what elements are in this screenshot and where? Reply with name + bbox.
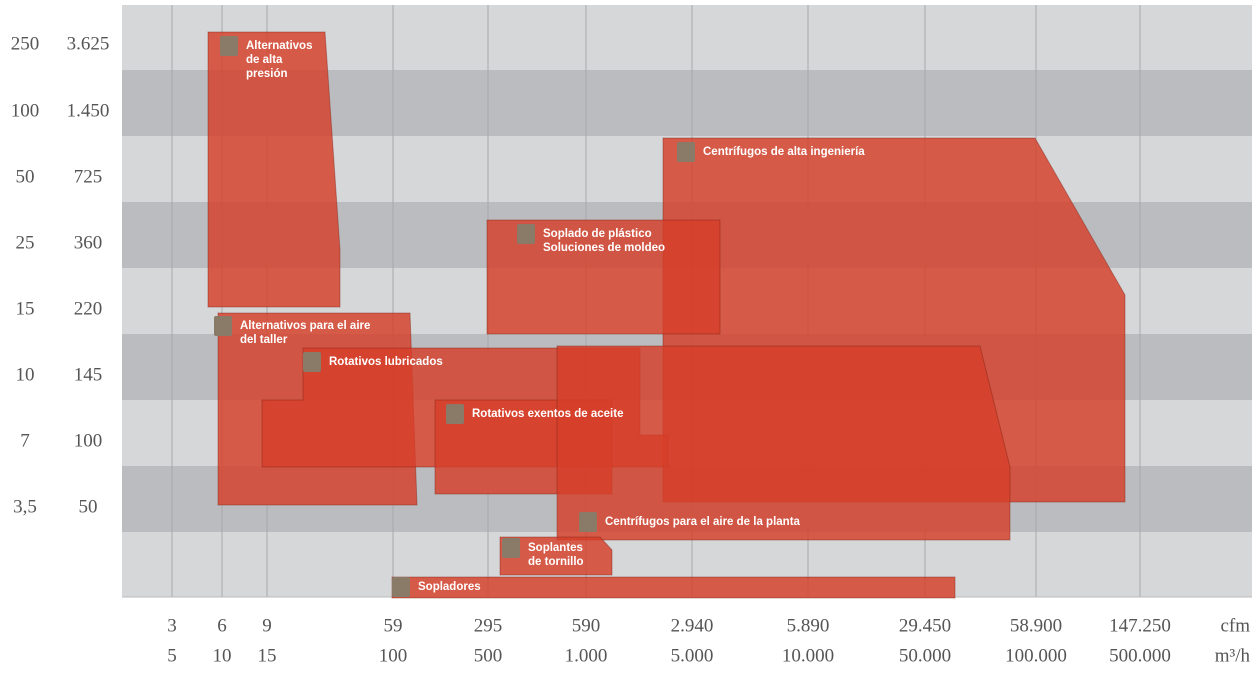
x-label: 2.940 xyxy=(671,615,714,636)
x-label: 100.000 xyxy=(1005,645,1067,666)
y-label: 10 xyxy=(16,364,35,385)
x-label: 5 xyxy=(167,645,177,666)
x-label: 147.250 xyxy=(1109,615,1171,636)
region-label: Alternativos xyxy=(246,40,312,52)
y-label: 3.625 xyxy=(67,33,110,54)
y-label: 15 xyxy=(16,298,35,319)
x-label: 59 xyxy=(384,615,403,636)
region-label: Centrífugos de alta ingeniería xyxy=(703,146,865,158)
x-label: 500 xyxy=(474,645,503,666)
region-label: Alternativos para el aire xyxy=(240,320,370,332)
region-icon xyxy=(502,538,520,558)
region-label: presión xyxy=(246,68,288,80)
x-label: 500.000 xyxy=(1109,645,1171,666)
region-icon xyxy=(220,36,238,56)
region-label: de alta xyxy=(246,54,283,66)
y-label: 3,5 xyxy=(13,496,37,517)
region-icon xyxy=(392,577,410,597)
y-label: 725 xyxy=(74,166,103,187)
y-label: 50 xyxy=(16,166,35,187)
y-label: 100 xyxy=(74,430,103,451)
x-label: 1.000 xyxy=(565,645,608,666)
x-unit: cfm xyxy=(1220,615,1250,636)
region-label: del taller xyxy=(240,334,288,346)
y-label: 100 xyxy=(11,100,40,121)
x-unit: m³/h xyxy=(1215,645,1251,666)
x-label: 3 xyxy=(167,615,177,636)
y-label: 1.450 xyxy=(67,100,110,121)
x-label: 5.000 xyxy=(671,645,714,666)
region-icon xyxy=(446,404,464,424)
region-label: Rotativos exentos de aceite xyxy=(472,408,623,420)
x-label: 10 xyxy=(213,645,232,666)
x-label: 5.890 xyxy=(787,615,830,636)
y-label: 220 xyxy=(74,298,103,319)
y-label: 145 xyxy=(74,364,103,385)
region xyxy=(486,219,721,335)
region xyxy=(499,536,613,576)
x-label: 590 xyxy=(572,615,601,636)
region-icon xyxy=(517,224,535,244)
x-label: 100 xyxy=(379,645,408,666)
x-label: 6 xyxy=(217,615,227,636)
x-label: 9 xyxy=(262,615,272,636)
region-label: de tornillo xyxy=(528,556,584,568)
region-label: Soplado de plástico xyxy=(543,228,652,240)
x-label: 10.000 xyxy=(782,645,834,666)
region-icon xyxy=(214,316,232,336)
region-icon xyxy=(303,352,321,372)
y-label: 7 xyxy=(20,430,30,451)
x-label: 29.450 xyxy=(899,615,951,636)
region xyxy=(556,345,1011,541)
x-label: 15 xyxy=(258,645,277,666)
x-label: 58.900 xyxy=(1010,615,1062,636)
region-label: Sopladores xyxy=(418,581,481,593)
y-label: 250 xyxy=(11,33,40,54)
region xyxy=(207,31,341,308)
region-label: Rotativos lubricados xyxy=(329,356,443,368)
region-label: Soluciones de moldeo xyxy=(543,242,665,254)
region-icon xyxy=(579,512,597,532)
x-label: 295 xyxy=(474,615,503,636)
region-icon xyxy=(677,142,695,162)
region-label: Centrífugos para el aire de la planta xyxy=(605,516,801,528)
x-label: 50.000 xyxy=(899,645,951,666)
y-label: 360 xyxy=(74,232,103,253)
region-label: Soplantes xyxy=(528,542,583,554)
y-label: 25 xyxy=(16,232,35,253)
y-label: 50 xyxy=(79,496,98,517)
